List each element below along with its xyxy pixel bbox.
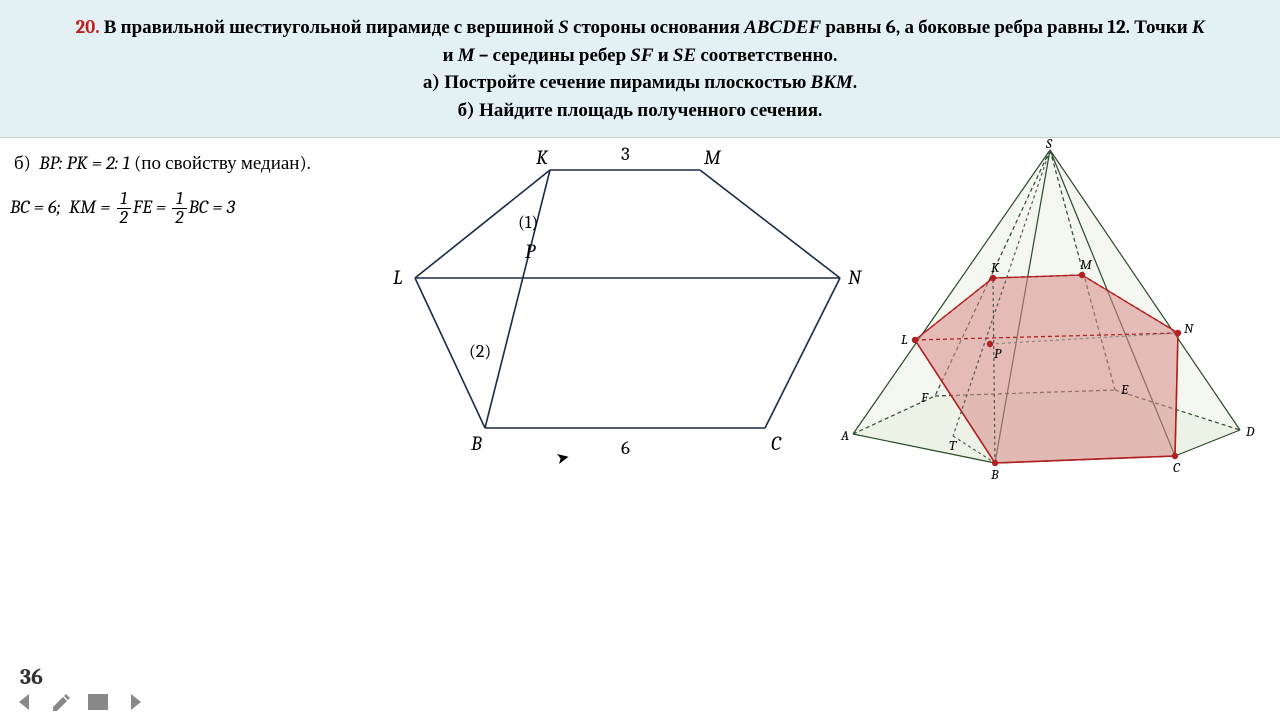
svg-text:3: 3 xyxy=(621,143,630,165)
svg-text:M: M xyxy=(704,146,722,169)
svg-text:F: F xyxy=(920,389,929,406)
svg-text:(1): (1) xyxy=(518,212,538,233)
work-line-1: б) BP: PK = 2: 1 (по свойству медиан). xyxy=(14,152,311,175)
prev-arrow-icon[interactable] xyxy=(14,690,38,714)
problem-number: 20. xyxy=(75,16,99,38)
svg-text:P: P xyxy=(525,240,536,263)
footer-toolbar xyxy=(0,672,1280,720)
svg-text:(2): (2) xyxy=(469,341,491,362)
svg-text:L: L xyxy=(901,331,908,348)
pyramid-diagram: S A B C D E F K M L N P T xyxy=(835,138,1265,488)
notes-icon[interactable] xyxy=(86,690,110,714)
svg-text:N: N xyxy=(1184,320,1194,337)
pencil-icon[interactable] xyxy=(50,690,74,714)
svg-text:B: B xyxy=(470,432,482,455)
work-area: б) BP: PK = 2: 1 (по свойству медиан). B… xyxy=(0,138,1280,698)
svg-text:K: K xyxy=(991,259,1000,276)
svg-text:P: P xyxy=(994,345,1002,362)
svg-text:E: E xyxy=(1120,381,1129,398)
next-arrow-icon[interactable] xyxy=(122,690,146,714)
svg-text:L: L xyxy=(393,266,403,289)
svg-text:6: 6 xyxy=(621,437,630,458)
svg-text:C: C xyxy=(771,432,782,455)
svg-text:M: M xyxy=(1080,256,1093,273)
svg-text:K: K xyxy=(536,146,549,169)
problem-header: 20. В правильной шестиугольной пирамиде … xyxy=(0,0,1280,138)
svg-text:C: C xyxy=(1173,459,1181,476)
svg-text:D: D xyxy=(1245,423,1255,440)
svg-text:T: T xyxy=(949,437,957,454)
flat-diagram: KMLNBCP36(1)(2) xyxy=(375,138,875,458)
svg-text:B: B xyxy=(990,466,999,483)
svg-text:S: S xyxy=(1045,138,1053,152)
work-line-2: BC = 6; KM = 12FE = 12BC = 3 xyxy=(10,190,235,227)
svg-text:A: A xyxy=(840,427,849,444)
